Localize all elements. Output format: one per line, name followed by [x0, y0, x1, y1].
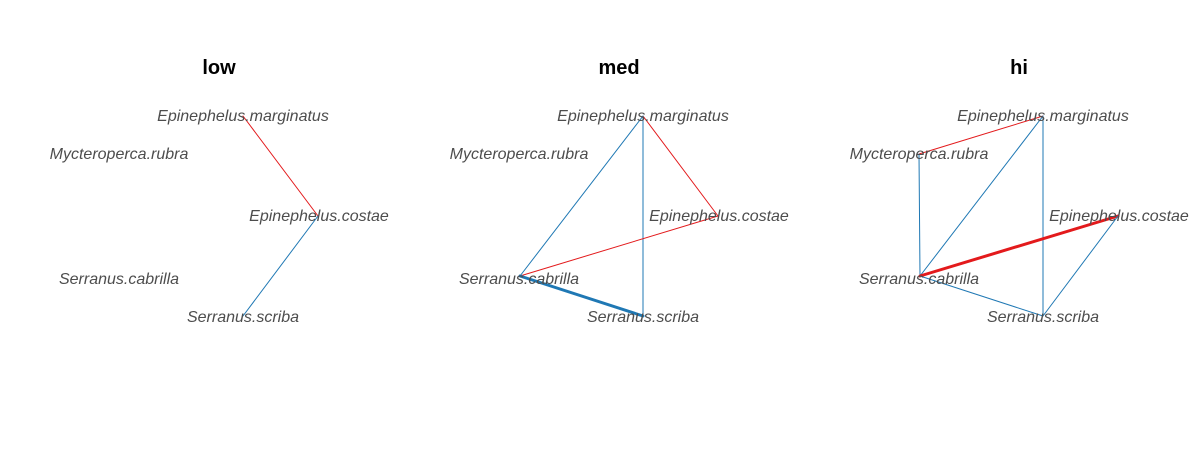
node-label-epi-marg: Epinephelus.marginatus [557, 108, 729, 125]
edge-ser-cab-ser-scr [919, 275, 1044, 317]
node-label-ser-scr: Serranus.scriba [187, 309, 299, 326]
edge-epi-marg-epi-cost [242, 115, 319, 217]
panel-title: low [202, 57, 236, 79]
node-label-ser-scr: Serranus.scriba [987, 309, 1099, 326]
node-label-epi-cost: Epinephelus.costae [249, 208, 389, 225]
edge-epi-cost-ser-scr [1042, 215, 1119, 317]
node-label-ser-cab: Serranus.cabrilla [859, 271, 979, 288]
node-label-ser-scr: Serranus.scriba [587, 309, 699, 326]
edge-ser-cab-ser-scr [518, 274, 645, 318]
node-label-myc-rub: Mycteroperca.rubra [450, 146, 589, 163]
node-label-epi-cost: Epinephelus.costae [1049, 208, 1189, 225]
panel-title: med [598, 57, 639, 79]
edge-epi-marg-ser-cab [519, 115, 644, 277]
panel-title: hi [1010, 57, 1028, 79]
edge-epi-marg-ser-cab [919, 115, 1044, 277]
edge-myc-rub-ser-cab [918, 153, 921, 277]
node-label-ser-cab: Serranus.cabrilla [459, 271, 579, 288]
node-label-ser-cab: Serranus.cabrilla [59, 271, 179, 288]
edge-ser-cab-epi-cost [918, 214, 1120, 278]
panel-hi: hi Epinephelus.marginatus Mycteroperca.rub… [850, 57, 1189, 326]
node-label-epi-cost: Epinephelus.costae [649, 208, 789, 225]
node-label-epi-marg: Epinephelus.marginatus [957, 108, 1129, 125]
node-label-epi-marg: Epinephelus.marginatus [157, 108, 329, 125]
edges [918, 115, 1120, 317]
panel-med: med Epinephelus.marginatus Mycteroperca.ru… [450, 57, 789, 326]
edges [242, 115, 319, 317]
edge-epi-marg-epi-cost [642, 115, 719, 217]
node-label-myc-rub: Mycteroperca.rubra [50, 146, 189, 163]
edge-ser-cab-epi-cost [519, 215, 719, 277]
node-label-myc-rub: Mycteroperca.rubra [850, 146, 989, 163]
edge-epi-cost-ser-scr [242, 215, 319, 317]
edge-myc-rub-epi-marg [918, 115, 1044, 155]
panel-low: low Epinephelus.marginatus Mycteroperca.ru… [50, 57, 389, 326]
edges [518, 115, 719, 318]
